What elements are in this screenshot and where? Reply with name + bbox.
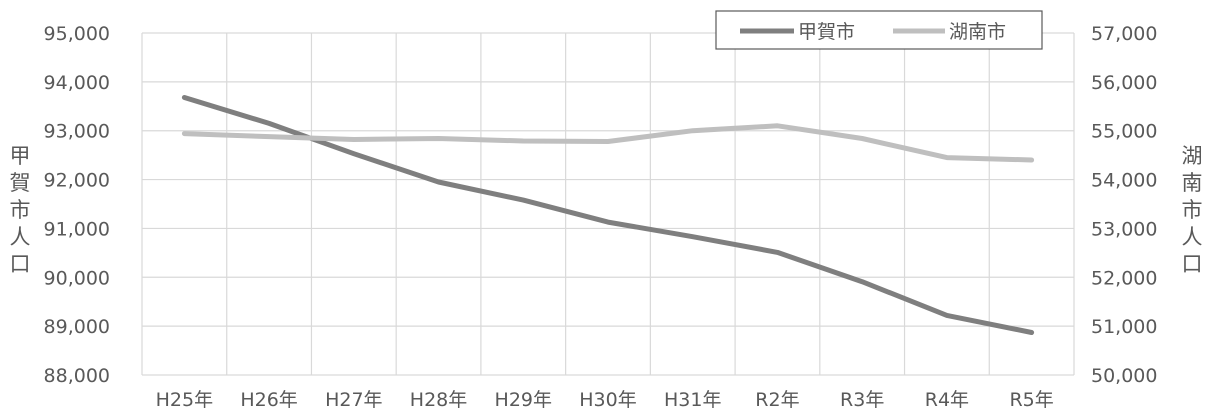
x-axis-tick-label: H30年 xyxy=(579,389,636,411)
x-axis-tick-label: H31年 xyxy=(664,389,721,411)
right-axis-title-char-3: 市 xyxy=(1182,198,1203,222)
left-axis-tick-label: 88,000 xyxy=(44,365,110,387)
right-axis-tick-label: 53,000 xyxy=(1091,218,1157,240)
x-axis-tick-label: H27年 xyxy=(325,389,382,411)
series-line-koka xyxy=(181,95,1035,335)
series-lines xyxy=(181,95,1035,335)
x-axis-tick-label: R4年 xyxy=(925,389,969,411)
x-axis-tick-label: H28年 xyxy=(410,389,467,411)
legend: 甲賀市 湖南市 xyxy=(715,10,1043,50)
x-axis-tick-label: H29年 xyxy=(495,389,552,411)
left-axis-tick-label: 90,000 xyxy=(44,267,110,289)
left-axis-tick-label: 94,000 xyxy=(44,72,110,94)
left-axis-tick-label: 89,000 xyxy=(44,316,110,338)
left-axis-tick-label: 95,000 xyxy=(44,23,110,45)
x-axis-tick-label: H25年 xyxy=(156,389,213,411)
left-axis-tick-label: 92,000 xyxy=(44,170,110,192)
right-axis-title-char-5: 口 xyxy=(1182,252,1203,276)
x-axis-tick-label: R2年 xyxy=(755,389,799,411)
x-axis-tick-label: R5年 xyxy=(1009,389,1053,411)
right-axis-tick-label: 52,000 xyxy=(1091,267,1157,289)
right-axis-tick-label: 50,000 xyxy=(1091,365,1157,387)
left-axis-title-char-1: 甲 xyxy=(10,144,31,168)
left-axis-tick-label: 93,000 xyxy=(44,121,110,143)
left-axis-title-char-4: 人 xyxy=(10,225,31,249)
right-axis-title-char-4: 人 xyxy=(1182,225,1203,249)
right-axis-title-char-1: 湖 xyxy=(1182,144,1203,168)
legend-label-koka: 甲賀市 xyxy=(798,21,855,43)
x-axis-ticks: H25年 H26年 H27年 H28年 H29年 H30年 H31年 R2年 R3年 R4年 R5年 xyxy=(156,389,1054,411)
left-axis-title-char-3: 市 xyxy=(10,198,31,222)
right-axis-ticks: 50,000 51,000 52,000 53,000 54,000 55,000 56,0… xyxy=(1091,23,1157,387)
gridlines xyxy=(141,32,1075,376)
x-axis-tick-label: H26年 xyxy=(240,389,297,411)
left-axis-tick-label: 91,000 xyxy=(44,218,110,240)
right-axis-title-char-2: 南 xyxy=(1182,171,1203,195)
legend-label-konan: 湖南市 xyxy=(949,21,1006,43)
right-axis-tick-label: 57,000 xyxy=(1091,23,1157,45)
x-axis-tick-label: R3年 xyxy=(840,389,884,411)
left-axis-ticks: 88,000 89,000 90,000 91,000 92,000 93,000 94,0… xyxy=(44,23,110,387)
series-line-konan xyxy=(181,123,1035,163)
right-axis-tick-label: 54,000 xyxy=(1091,170,1157,192)
left-axis-title-char-5: 口 xyxy=(10,252,31,276)
right-axis-tick-label: 51,000 xyxy=(1091,316,1157,338)
right-axis-tick-label: 56,000 xyxy=(1091,72,1157,94)
right-axis-tick-label: 55,000 xyxy=(1091,121,1157,143)
left-axis-title-char-2: 賀 xyxy=(10,171,31,195)
